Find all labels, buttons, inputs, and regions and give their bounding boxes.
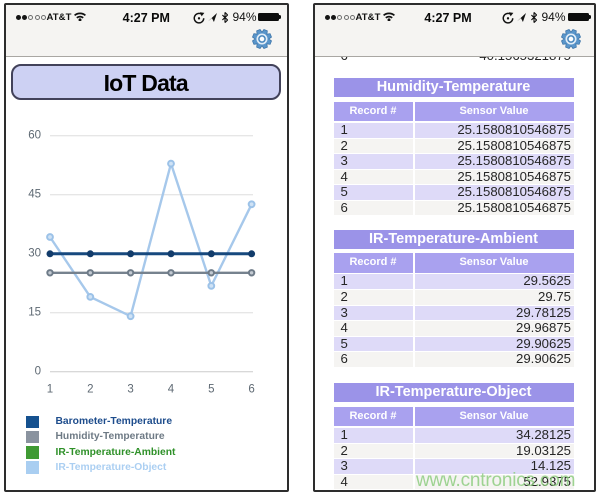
svg-text:0: 0 — [34, 365, 40, 377]
svg-text:6: 6 — [248, 383, 254, 395]
svg-text:4: 4 — [167, 383, 174, 395]
svg-text:30: 30 — [28, 247, 41, 259]
svg-text:3: 3 — [127, 383, 133, 395]
svg-text:60: 60 — [28, 129, 41, 141]
svg-text:1: 1 — [46, 383, 52, 395]
svg-text:45: 45 — [28, 188, 41, 200]
svg-text:15: 15 — [28, 306, 41, 318]
svg-text:5: 5 — [208, 383, 214, 395]
svg-text:2: 2 — [87, 383, 93, 395]
